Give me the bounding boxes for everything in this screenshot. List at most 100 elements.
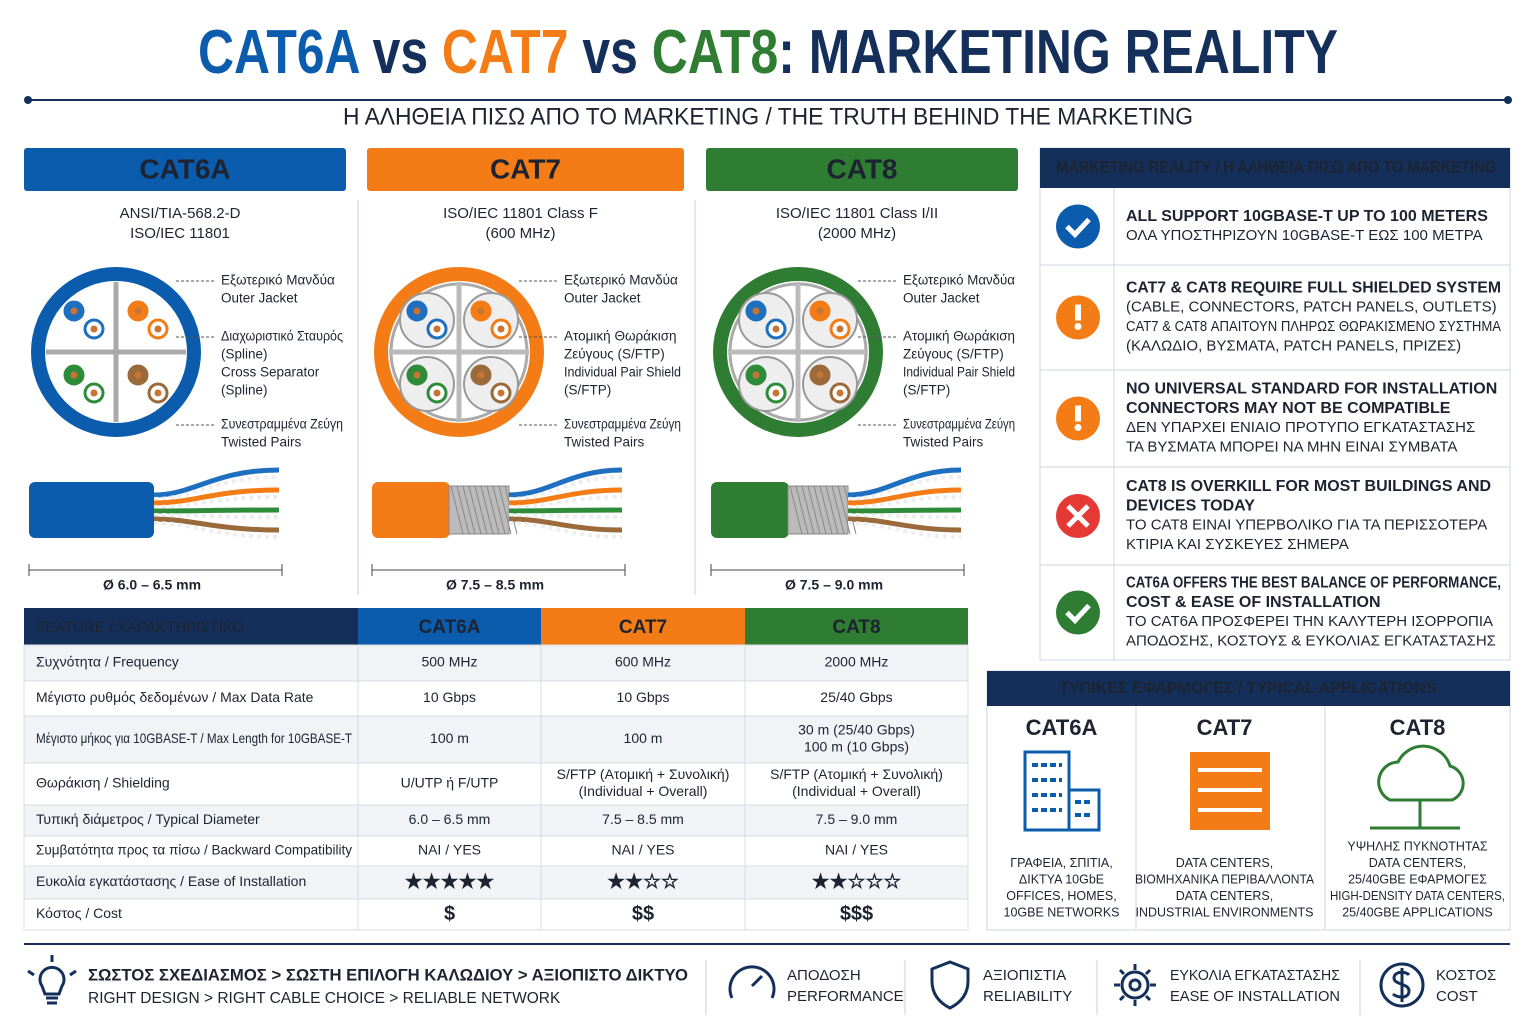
braid-weave (789, 485, 803, 535)
bulb-icon (38, 965, 66, 1005)
table-cell: S/FTP (Ατομική + Συνολική) (557, 766, 730, 782)
item-heading: DEVICES TODAY (1126, 497, 1255, 514)
callout: Ατομική Θωράκιση (903, 329, 1015, 344)
table-cell: ★★★★★ (405, 871, 495, 893)
cable-jacket (29, 482, 154, 538)
wire (847, 467, 962, 498)
callout: Συνεστραμμένα Ζεύγη (564, 417, 681, 432)
callout: Εξωτερικό Μανδύα (221, 273, 335, 288)
callout: Individual Pair Shield (564, 365, 681, 380)
callout: Εξωτερικό Μανδύα (903, 273, 1015, 288)
footer-feature: COST (1436, 988, 1478, 1005)
app-line: INDUSTRIAL ENVIRONMENTS (1135, 905, 1313, 919)
app-name: CAT6A (1026, 715, 1098, 740)
warn-dot (1074, 424, 1082, 431)
standard: (600 MHz) (485, 225, 555, 242)
table-cell: 10 Gbps (617, 689, 670, 705)
app-line: ΓΡΑΦΕΙΑ, ΣΠΙΤΙΑ, (1010, 856, 1112, 870)
table-cell: 25/40 Gbps (820, 689, 892, 705)
table-cell: $$$ (840, 903, 873, 925)
callout: Ατομική Θωράκιση (564, 329, 677, 344)
table-header-cell (745, 608, 968, 645)
item-text: ΔΕΝ ΥΠΑΡΧΕΙ ΕΝΙΑΙΟ ΠΡΟΤΥΠΟ ΕΓΚΑΤΑΣΤΑΣΗΣ (1126, 419, 1475, 436)
title-part: CAT6A (198, 18, 360, 87)
braid-weave (480, 485, 494, 535)
warn-dot (1074, 323, 1082, 330)
braid-weave (807, 485, 821, 535)
core (154, 389, 162, 397)
spline (389, 282, 529, 422)
bulb-rays (27, 955, 77, 977)
wire (847, 475, 962, 501)
core (70, 307, 78, 315)
table-cell: 500 MHz (421, 654, 477, 670)
app-line: ΥΨΗΛΗΣ ΠΥΚΝΟΤΗΤΑΣ (1347, 839, 1488, 853)
wire (847, 507, 962, 514)
title-part: CAT7 (442, 18, 569, 87)
table-cell: Τυπική διάμετρος / Typical Diameter (36, 811, 260, 827)
footer-feature: ΚΟΣΤΟΣ (1436, 967, 1496, 984)
footer-feature: ΑΠΟΔΟΣΗ (787, 967, 861, 984)
wire (508, 475, 623, 501)
warn-bar (1075, 304, 1081, 321)
braid-weave (795, 485, 809, 535)
standard: ANSI/TIA-568.2-D (120, 205, 241, 222)
footer-lead: RIGHT DESIGN > RIGHT CABLE CHOICE > RELI… (88, 990, 561, 1007)
title-part: vs (359, 18, 442, 87)
dimension-line (371, 564, 626, 576)
pair-shield (463, 356, 519, 412)
table-row (23, 644, 969, 682)
table-cell: U/UTP ή F/UTP (401, 775, 499, 791)
item-text: (CABLE, CONNECTORS, PATCH PANELS, OUTLET… (1126, 299, 1497, 316)
table-cell: ★★☆☆☆ (812, 871, 902, 893)
table-cell: (Individual + Overall) (579, 783, 708, 799)
title-part: vs (568, 18, 651, 87)
wire (153, 495, 280, 509)
server-slots (1198, 768, 1262, 812)
footer-icons (27, 955, 1425, 1015)
braid-weave (450, 485, 464, 535)
wire (153, 521, 280, 539)
table-cell: Μέγιστο μήκος για 10GBASE-T / Max Length… (36, 730, 352, 746)
table-cell: ΝΑΙ / YES (611, 842, 674, 858)
cable-name: CAT6A (139, 153, 230, 184)
table-row (23, 835, 969, 867)
callout: Διαχωριστικό Σταυρός (221, 329, 343, 344)
item-text: CAT7 & CAT8 ΑΠΑΙΤΟΥΝ ΠΛΗΡΩΣ ΘΩΡΑΚΙΣΜΕΝΟ … (1126, 318, 1501, 335)
cable-jacket (711, 482, 789, 538)
table-row (23, 762, 969, 806)
callout: Εξωτερικό Μανδύα (564, 273, 678, 288)
app-line: ΔΙΚΤΥΑ 10GbE (1019, 872, 1104, 886)
table-cell: ★★☆☆ (607, 871, 679, 893)
core (70, 371, 78, 379)
item-text: ΤΟ CAT8 ΕΙΝΑΙ ΥΠΕΡΒΟΛΙΚΟ ΓΙΑ ΤΑ ΠΕΡΙΣΣΟΤ… (1126, 517, 1487, 534)
table-cell: 30 m (25/40 Gbps) (798, 722, 915, 738)
subtitle: Η ΑΛΗΘΕΙΑ ΠΙΣΩ ΑΠΟ ΤΟ MARKETING / THE TR… (343, 103, 1193, 130)
cable-name: CAT8 (826, 153, 897, 184)
core (772, 389, 780, 397)
app-line: DATA CENTERS, (1369, 856, 1466, 870)
callout: Individual Pair Shield (903, 365, 1015, 380)
pair-shield (463, 292, 519, 348)
standard: ISO/IEC 11801 Class I/II (776, 205, 938, 222)
table-cell: ΝΑΙ / YES (418, 842, 481, 858)
table-row (23, 715, 969, 764)
building-icon (1067, 788, 1101, 832)
core (413, 371, 421, 379)
spline (46, 282, 186, 422)
core (413, 307, 421, 315)
callout: Twisted Pairs (221, 435, 302, 450)
callout: (Spline) (221, 347, 268, 362)
reality-header (1040, 148, 1510, 188)
wire (508, 507, 623, 514)
item-text: ΚΤΙΡΙΑ ΚΑΙ ΣΥΣΚΕΥΕΣ ΣΗΜΕΡΑ (1126, 536, 1349, 553)
callout: Twisted Pairs (564, 435, 645, 450)
title-part: CAT8 (652, 18, 779, 87)
app-line: DATA CENTERS, (1176, 889, 1273, 903)
pair-shield (399, 292, 455, 348)
wire (508, 495, 623, 509)
table-cell: 100 m (624, 730, 663, 746)
table-header-cell (541, 608, 745, 645)
table-row (23, 804, 969, 837)
core (433, 325, 441, 333)
